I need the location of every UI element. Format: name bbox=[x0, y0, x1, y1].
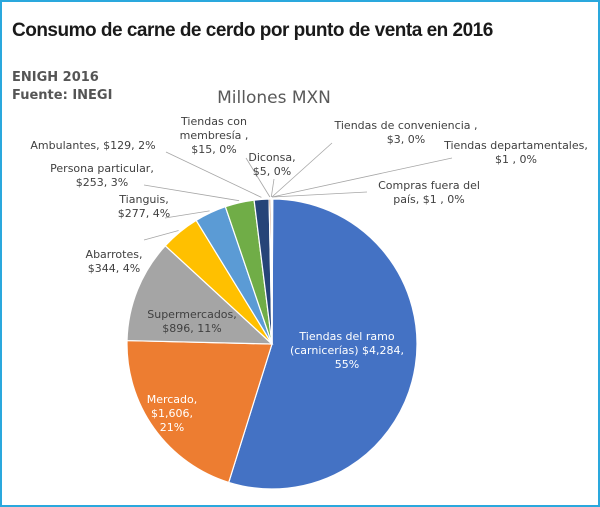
label-persona-particular: Persona particular, $253, 3% bbox=[50, 162, 154, 189]
label-supermercados: Supermercados, $896, 11% bbox=[147, 308, 237, 335]
leader-diconsa bbox=[270, 178, 275, 198]
slice-mercado bbox=[126, 339, 273, 484]
chart-title: Millones MXN bbox=[217, 88, 331, 108]
label-tiendas-con-membresia: Tiendas con membresía , $15, 0% bbox=[180, 115, 249, 156]
label-tiendas-departamentales: Tiendas departamentales, $1 , 0% bbox=[443, 139, 588, 166]
label-ambulantes: Ambulantes, $129, 2% bbox=[30, 139, 155, 152]
slice-tiendas-del-ramo-carnicerias bbox=[227, 198, 418, 490]
source-survey: ENIGH 2016 bbox=[12, 70, 99, 85]
leader-tiendas-de-conveniencia bbox=[271, 142, 333, 198]
leader-tiendas-departamentales bbox=[272, 157, 453, 198]
label-compras-fuera-del-pais: Compras fuera del país, $1 , 0% bbox=[378, 179, 480, 206]
leader-compras-fuera-del-pais bbox=[272, 191, 368, 198]
source-credit: Fuente: INEGI bbox=[12, 88, 113, 103]
page-title: Consumo de carne de cerdo por punto de v… bbox=[12, 20, 493, 41]
slice-labels: Tiendas del ramo (carnicerías) $4,284, 55%… bbox=[30, 115, 587, 434]
pie-slices bbox=[126, 198, 418, 490]
leader-lines bbox=[143, 142, 453, 241]
label-tiendas-del-ramo-carnicerias: Tiendas del ramo (carnicerías) $4,284, 55% bbox=[290, 330, 404, 371]
label-tiendas-de-conveniencia: Tiendas de conveniencia , $3, 0% bbox=[333, 119, 477, 146]
leader-persona-particular bbox=[143, 184, 240, 202]
leader-abarrotes bbox=[143, 230, 179, 241]
leader-ambulantes bbox=[165, 151, 262, 198]
label-diconsa: Diconsa, $5, 0% bbox=[248, 151, 295, 178]
leader-tianguis bbox=[164, 210, 210, 219]
label-abarrotes: Abarrotes, $344, 4% bbox=[86, 248, 143, 275]
label-mercado: Mercado, $1,606, 21% bbox=[147, 393, 198, 434]
slice-compras-fuera-del-pais bbox=[271, 198, 274, 345]
label-tianguis: Tianguis, $277, 4% bbox=[118, 193, 170, 220]
slice-supermercados bbox=[126, 244, 274, 345]
leader-tiendas-con-membresia bbox=[245, 157, 271, 198]
